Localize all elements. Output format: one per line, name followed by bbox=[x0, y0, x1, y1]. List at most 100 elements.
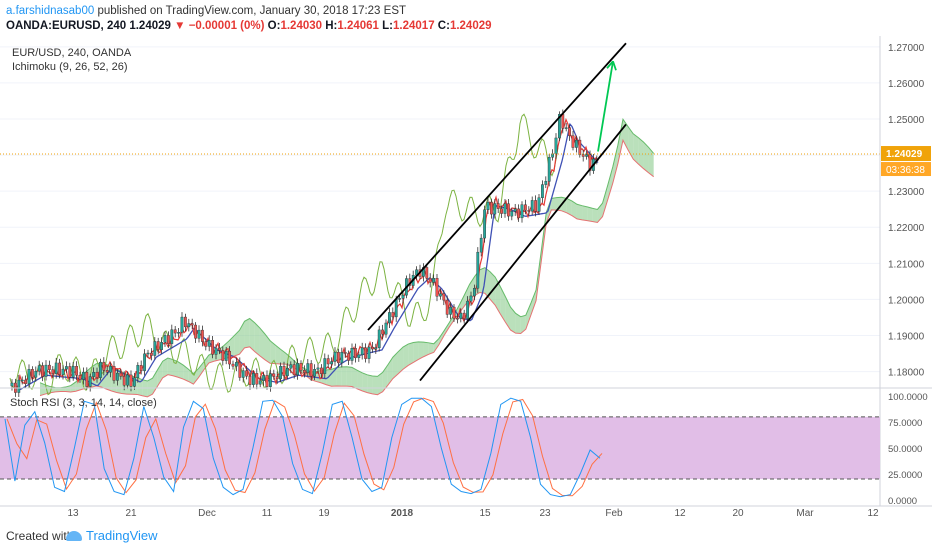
candle-body bbox=[163, 335, 167, 343]
low-label: L: bbox=[382, 20, 394, 32]
cloud-segment bbox=[643, 142, 649, 173]
candle-body bbox=[391, 312, 395, 318]
candle-body bbox=[513, 208, 517, 212]
candle-body bbox=[41, 365, 45, 377]
cloud-segment bbox=[633, 133, 639, 165]
chart-area[interactable]: 1.270001.260001.250001.240001.230001.220… bbox=[0, 36, 932, 520]
cloud-segment bbox=[377, 372, 383, 395]
countdown-tag bbox=[881, 162, 931, 177]
tradingview-brand: TradingView bbox=[86, 528, 158, 543]
candle-body bbox=[377, 329, 381, 349]
footer: Created with TradingView bbox=[0, 520, 932, 550]
cloud-segment bbox=[515, 313, 521, 334]
candle-body bbox=[442, 293, 446, 301]
cloud-segment bbox=[316, 370, 322, 383]
stoch-tick-label: 50.0000 bbox=[888, 444, 922, 455]
candle-body bbox=[401, 294, 405, 299]
candle-body bbox=[554, 137, 558, 155]
candle-body bbox=[149, 352, 153, 356]
time-tick-label: Feb bbox=[605, 508, 623, 519]
candle-body bbox=[371, 346, 374, 350]
candle-body bbox=[534, 200, 538, 212]
cloud-segment bbox=[270, 340, 276, 364]
candle-body bbox=[37, 365, 41, 372]
time-tick-label: 2018 bbox=[391, 508, 414, 519]
candle-body bbox=[143, 353, 146, 371]
legend-symbol: EUR/USD, 240, OANDA bbox=[12, 47, 132, 59]
price-axis[interactable]: 1.270001.260001.250001.240001.230001.220… bbox=[879, 36, 931, 506]
candle-body bbox=[156, 341, 160, 350]
candle-body bbox=[544, 181, 548, 185]
candle-body bbox=[129, 374, 133, 387]
candle-body bbox=[245, 370, 248, 377]
candle-body bbox=[398, 298, 401, 300]
candle-body bbox=[537, 197, 541, 212]
candle-body bbox=[340, 352, 344, 364]
candle-body bbox=[337, 351, 340, 364]
candle-body bbox=[78, 374, 82, 380]
candle-body bbox=[279, 365, 282, 380]
cloud-segment bbox=[561, 197, 567, 213]
time-axis[interactable]: 13 21 Dec 11 19 2018 15 23 Feb 12 20 Mar 12 bbox=[0, 505, 932, 519]
candle-body bbox=[160, 342, 163, 350]
cloud-segment bbox=[551, 197, 557, 211]
cloud-segment bbox=[249, 318, 255, 352]
candle-body bbox=[510, 211, 514, 217]
candle-body bbox=[466, 300, 469, 319]
candle-body bbox=[75, 366, 79, 376]
candle-body bbox=[333, 351, 337, 362]
countdown-tag-text: 03:36:38 bbox=[886, 165, 925, 176]
candle-body bbox=[20, 379, 24, 382]
candle-body bbox=[190, 323, 194, 326]
candle-body bbox=[483, 209, 486, 239]
candle-body bbox=[211, 340, 214, 355]
candle-body bbox=[255, 373, 259, 385]
cloud-segment bbox=[392, 351, 398, 379]
tradingview-logo[interactable]: TradingView bbox=[66, 528, 158, 543]
candle-body bbox=[558, 114, 561, 139]
candle-body bbox=[289, 364, 293, 369]
cloud-segment bbox=[162, 358, 168, 378]
symbol-label: OANDA:EURUSD, 240 bbox=[6, 20, 127, 32]
time-tick-label: 15 bbox=[479, 508, 491, 519]
cloud-segment bbox=[397, 347, 404, 374]
change-value: ▼ −0.00001 (0%) bbox=[174, 20, 265, 32]
cloud-segment bbox=[484, 267, 491, 300]
chart-svg[interactable]: 1.270001.260001.250001.240001.230001.220… bbox=[0, 36, 932, 520]
candle-body bbox=[109, 366, 113, 373]
candle-body bbox=[306, 363, 310, 373]
price-tick-label: 1.27000 bbox=[888, 43, 925, 54]
candle-body bbox=[136, 365, 140, 378]
cloud-segment bbox=[602, 185, 608, 217]
candle-body bbox=[561, 114, 565, 129]
candle-body bbox=[360, 347, 364, 355]
cloud-segment bbox=[490, 271, 496, 306]
cloud-segment bbox=[178, 361, 184, 380]
candle-body bbox=[231, 363, 235, 367]
stoch-tick-label: 75.0000 bbox=[888, 418, 922, 429]
candle-body bbox=[292, 364, 296, 376]
projection-arrow-shaft bbox=[597, 61, 614, 152]
candle-body bbox=[234, 362, 238, 367]
cloud-segment bbox=[612, 145, 618, 184]
candles bbox=[10, 109, 599, 398]
drawings bbox=[0, 42, 880, 382]
stoch-rsi-pane[interactable]: 100.0000 75.0000 50.0000 25.0000 0.0000 bbox=[0, 387, 932, 507]
candle-body bbox=[173, 329, 177, 334]
candle-body bbox=[68, 366, 72, 378]
candle-body bbox=[347, 353, 350, 361]
candle-body bbox=[425, 267, 429, 279]
candle-body bbox=[251, 373, 255, 385]
author-link[interactable]: a.farshidnasab00 bbox=[6, 5, 95, 17]
candle-body bbox=[221, 350, 225, 361]
candle-body bbox=[269, 373, 272, 387]
cloud-segment bbox=[137, 377, 143, 396]
cloud-segment bbox=[592, 208, 598, 223]
candle-body bbox=[238, 362, 242, 378]
candle-body bbox=[530, 200, 534, 212]
candle-body bbox=[541, 184, 544, 198]
cloud-segment bbox=[438, 330, 444, 345]
candle-body bbox=[388, 312, 391, 324]
candle-body bbox=[547, 157, 551, 182]
cloud-segment bbox=[408, 342, 414, 366]
